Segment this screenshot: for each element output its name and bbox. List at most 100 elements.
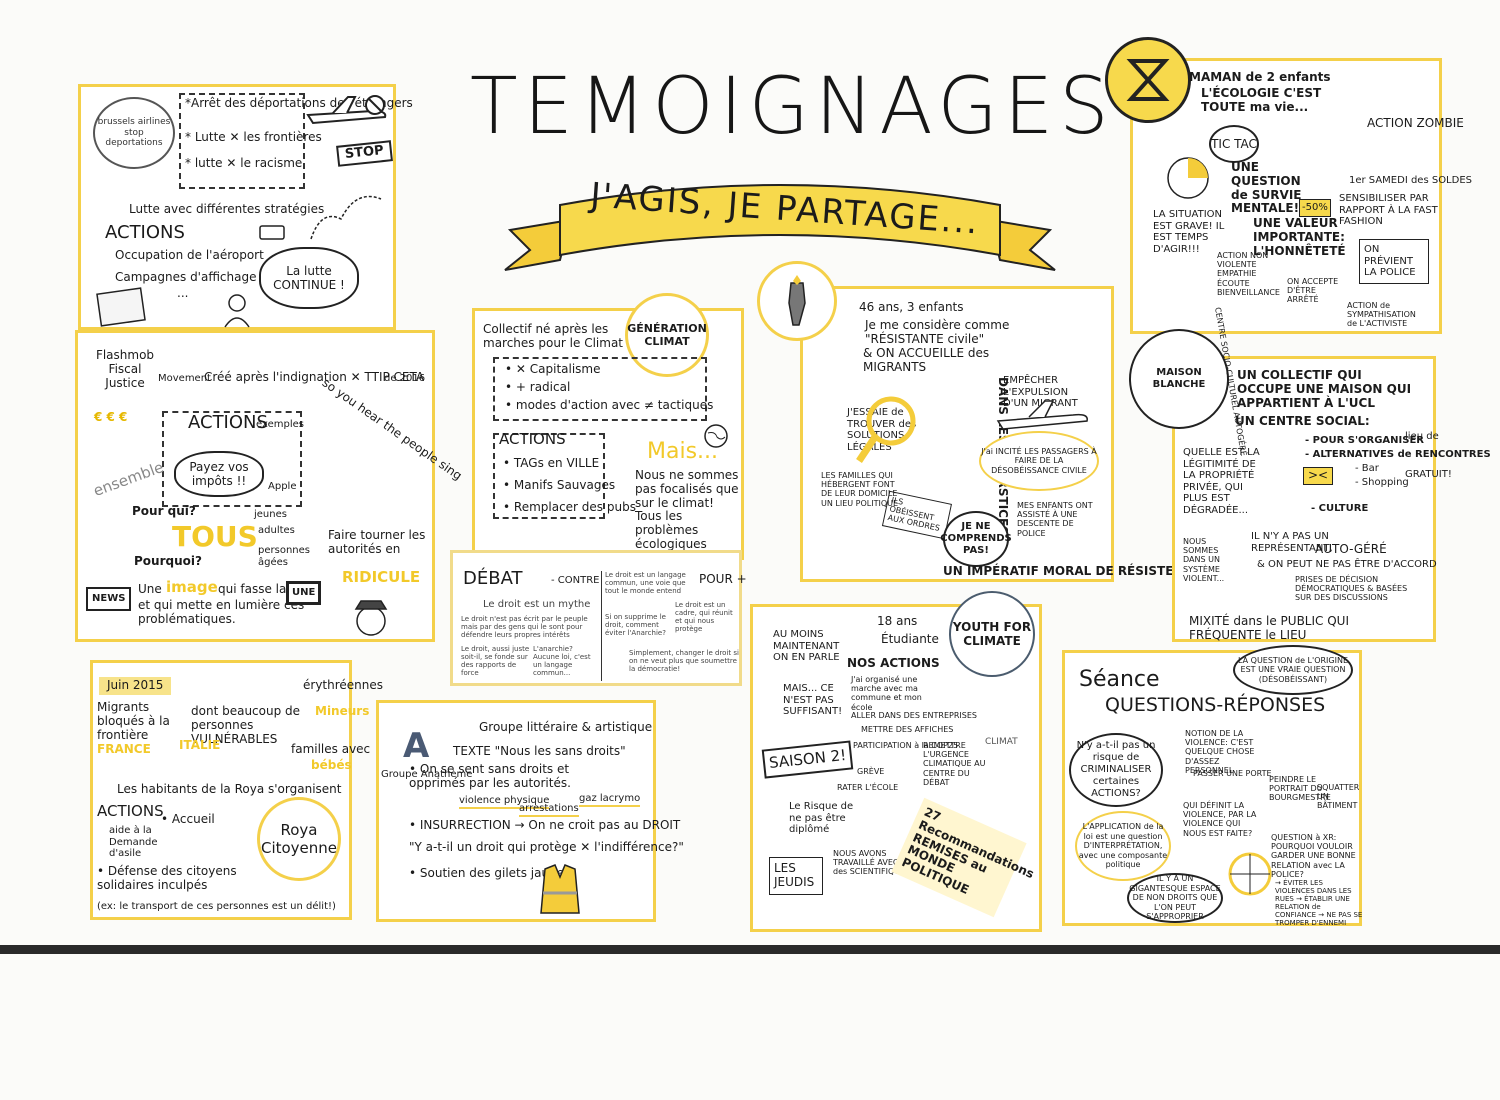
youth-mais: MAIS... CE N'EST PAS SUFFISANT! <box>783 683 843 717</box>
globe-icon <box>704 424 728 448</box>
roya-italie: ITALIE <box>179 738 221 752</box>
roya-erythreens: érythréennes <box>303 678 384 692</box>
airlines-action-2: Campagnes d'affichage <box>115 270 257 284</box>
roya-date: Juin 2015 <box>99 677 172 695</box>
fist-icon <box>757 261 837 341</box>
clock-icon <box>1167 157 1209 199</box>
maison-alternatives: - ALTERNATIVES de RENCONTRES <box>1305 449 1491 460</box>
res-familles: LES FAMILLES QUI HÉBERGENT FONT DE LEUR … <box>821 471 899 508</box>
panel-airlines: brussels airlines stop deportations *Arr… <box>78 84 413 330</box>
roya-asile: aide à la Demande d'asile <box>109 825 158 859</box>
roya-accueil: • Accueil <box>161 812 215 826</box>
pourquoi-label: Pourquoi? <box>134 554 202 568</box>
maison-mixite: MIXITÉ dans le PUBLIC QUI FRÉQUENTE le L… <box>1189 614 1349 642</box>
xr-ecologie: L'ÉCOLOGIE C'EST TOUTE ma vie... <box>1201 86 1322 114</box>
maison-accord: & ON PEUT NE PAS ÊTRE D'ACCORD <box>1257 559 1437 570</box>
flashmob-euro: € € € <box>94 410 128 424</box>
airlines-goals-box <box>179 93 305 189</box>
ridicule-label: RIDICULE <box>342 568 421 586</box>
anatheme-insurrection: • INSURRECTION → On ne croit pas au DROI… <box>409 818 681 832</box>
who-young: jeunes <box>254 509 287 520</box>
who-adults: adultes <box>258 525 295 536</box>
youth-age: 18 ans <box>877 614 918 628</box>
ticket-icon <box>259 225 285 240</box>
maison-media-icon: >< <box>1303 467 1334 485</box>
qr-q1: N'y a-t-il pas un risque de CRIMINALISER… <box>1069 733 1163 807</box>
tv-une: UNE <box>286 581 322 605</box>
panel-anatheme: A Groupe Anathème Groupe littéraire & ar… <box>376 700 684 922</box>
debat-divider <box>601 571 602 681</box>
maison-culture: - CULTURE <box>1311 503 1369 514</box>
debat-right-1: Le droit est un langage commun, une voie… <box>605 571 686 596</box>
roya-habitants: Les habitants de la Roya s'organisent <box>117 782 342 796</box>
qr-application: L'APPLICATION de la loi est une question… <box>1075 811 1171 881</box>
gc-action-2: • Manifs Sauvages <box>503 478 616 492</box>
roya-familles: familles avec <box>291 742 371 756</box>
airlines-action-1: Occupation de l'aéroport <box>115 248 264 262</box>
gc-mais: Mais... <box>647 439 719 464</box>
airlines-strategy: Lutte avec différentes stratégies <box>129 202 325 216</box>
maison-violent: NOUS SOMMES DANS UN SYSTÈME VIOLENT... <box>1183 537 1225 583</box>
youth-risque: Le Risque de ne pas être diplômé <box>789 801 854 835</box>
res-intro: 46 ans, 3 enfants <box>859 300 964 314</box>
roya-detail: dont beaucoup de personnes VULNÉRABLES <box>191 704 301 746</box>
res-incite: J'ai INCITÉ LES PASSAGERS À FAIRE DE LA … <box>979 431 1099 491</box>
maison-sign: MAISON BLANCHE <box>1129 329 1229 429</box>
anatheme-tag-violence: violence physique <box>459 795 550 809</box>
stop-sign: STOP <box>336 140 393 167</box>
apple-label: Apple <box>268 481 297 492</box>
xr-maman: MAMAN de 2 enfants <box>1189 70 1331 84</box>
res-enfants: MES ENFANTS ONT ASSISTÉ À UNE DESCENTE D… <box>1017 501 1093 538</box>
lutte-bubble: La lutte CONTINUE ! <box>259 247 359 309</box>
xr-sympathisation: ACTION de SYMPATHISATION de L'ACTIVISTE <box>1347 301 1416 329</box>
res-line: Je me considère comme "RÉSISTANTE civile… <box>865 318 1010 346</box>
res-expulsion: EMPÊCHER L'EXPULSION D'UN MIGRANT <box>1003 375 1078 409</box>
roya-note: (ex: le transport de ces personnes est u… <box>97 901 336 912</box>
xr-price: -50% <box>1299 199 1331 217</box>
airlines-goal-3: * lutte ✕ le racisme <box>185 156 303 170</box>
youth-action-1: J'ai organisé une marche avec ma commune… <box>851 675 922 712</box>
airplane-icon <box>306 95 387 125</box>
maison-intro: UN COLLECTIF QUI OCCUPE UNE MAISON QUI A… <box>1237 368 1412 410</box>
maison-gratuit: GRATUIT! <box>1405 469 1452 480</box>
youth-action-4: PARTICIPATION à la COP25 <box>853 741 959 750</box>
airlines-actions-title: ACTIONS <box>105 222 185 243</box>
qr-gigantesque: IL Y A UN GIGANTESQUE ESPACE DE NON DROI… <box>1127 873 1223 923</box>
qr-title1: Séance <box>1079 667 1160 692</box>
roya-bebes: bébés <box>311 758 352 772</box>
youth-remettre: REMETTRE L'URGENCE CLIMATIQUE AU CENTRE … <box>923 741 986 787</box>
youth-climat: CLIMAT <box>985 737 1018 747</box>
roya-actions-title: ACTIONS <box>97 802 164 820</box>
maison-shopping: - Shopping <box>1355 477 1409 488</box>
maison-bar: - Bar <box>1355 463 1379 474</box>
flashmob-created: Créé après l'indignation ✕ TTIP CETA <box>204 370 425 384</box>
xr-samedi: 1er SAMEDI des SOLDES <box>1349 175 1472 186</box>
gc-logo: GÉNÉRATION CLIMAT <box>625 293 709 377</box>
maison-representant: IL N'Y A PAS UN REPRÉSENTANT, <box>1251 531 1333 554</box>
res-accueil: & ON ACCUEILLE des MIGRANTS <box>863 346 990 374</box>
panel-xr: MAMAN de 2 enfants L'ÉCOLOGIE C'EST TOUT… <box>1105 37 1472 334</box>
qr-eviter: → ÉVITER LES VIOLENCES DANS LES RUES → É… <box>1275 879 1363 928</box>
roya-mineurs: Mineurs <box>315 704 370 718</box>
who-elderly: personnes âgées <box>258 545 310 568</box>
gc-point-2: • + radical <box>505 380 571 394</box>
magnifier-icon <box>856 396 916 463</box>
debat-left-4: L'anarchie? Aucune loi, c'est un langage… <box>533 645 591 678</box>
qr-peindre: PEINDRE LE PORTRAIT DU BOURGMESTRE <box>1269 775 1331 803</box>
youth-actions-title: NOS ACTIONS <box>847 656 940 670</box>
why-light: et qui mette en lumière ces problématiqu… <box>138 598 305 626</box>
banner-ribbon <box>504 184 1056 271</box>
map-border-icon <box>310 195 382 240</box>
maison-legitimite: QUELLE EST LA LÉGITIMITÉ DE LA PROPRIÉTÉ… <box>1183 447 1260 516</box>
xr-sensibiliser: SENSIBILISER PAR RAPPORT À LA FAST FASHI… <box>1339 193 1438 227</box>
youth-scientifiques: NOUS AVONS TRAVAILLÉ AVEC des SCIENTIFIQ… <box>833 849 911 877</box>
xr-tictac: TIC TAC <box>1209 125 1259 163</box>
anatheme-tag-gaz: gaz lacrymo <box>579 793 641 807</box>
news-paper: NEWS <box>86 587 132 611</box>
flashmob-examples: exemples <box>256 419 304 430</box>
qr-origine: LA QUESTION de L'ORIGINE EST UNE VRAIE Q… <box>1233 645 1353 695</box>
xr-situation: LA SITUATION EST GRAVE! IL EST TEMPS D'A… <box>1153 209 1225 255</box>
panel-generation-climat: Collectif né après les marches pour le C… <box>472 293 744 579</box>
debat-right-2: Le droit est un cadre, qui réunit et qui… <box>675 601 733 634</box>
gc-point-3: • modes d'action avec ≠ tactiques <box>505 398 714 412</box>
